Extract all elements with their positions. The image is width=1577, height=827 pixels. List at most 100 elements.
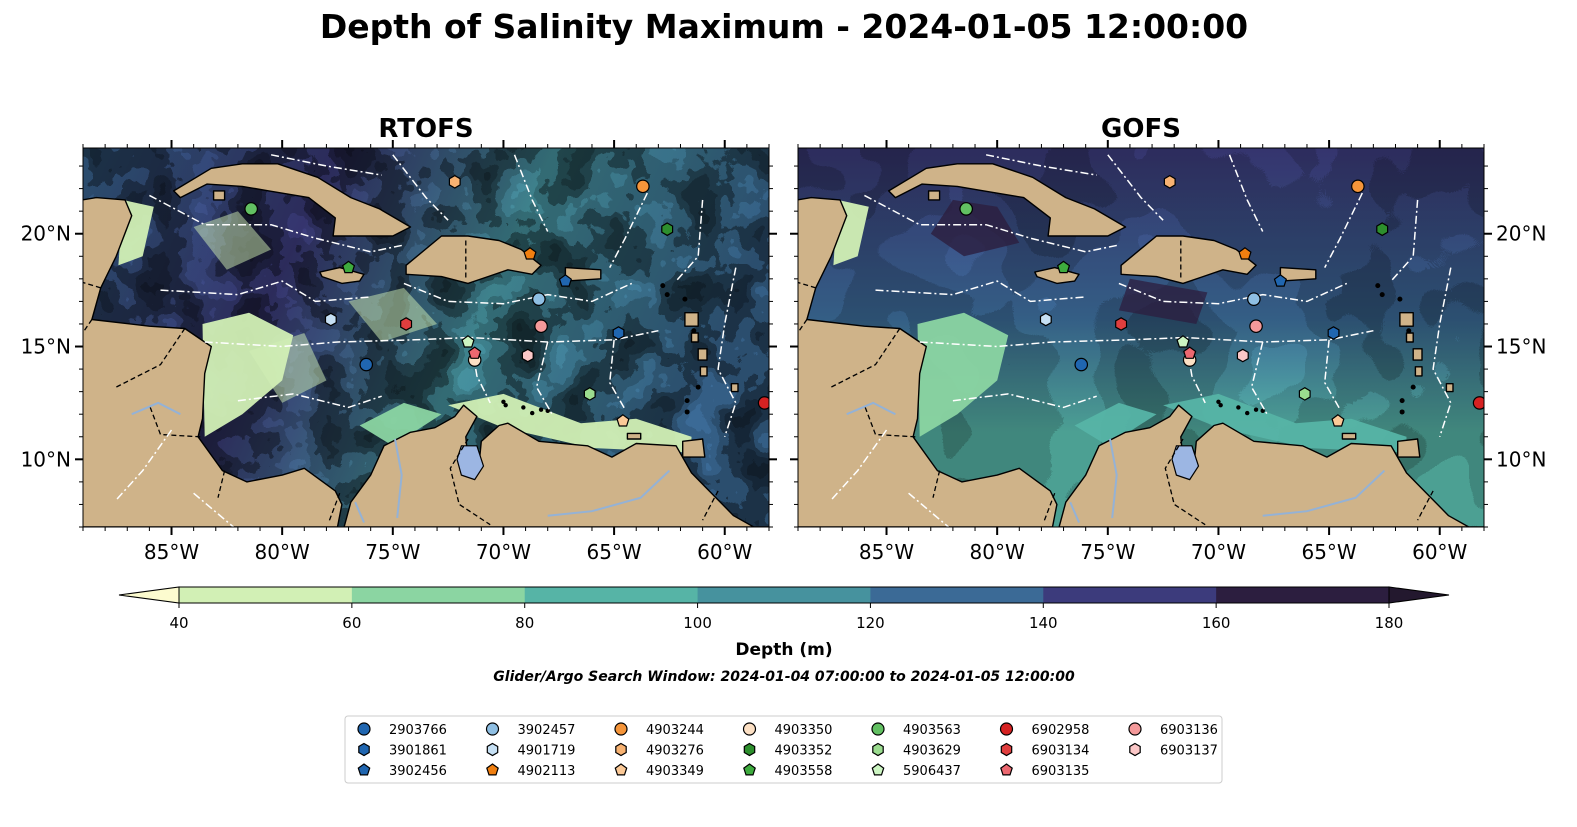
float-4903352-marker [1376, 222, 1389, 237]
float-4903276-marker [1163, 174, 1176, 189]
land-stlucia [699, 366, 708, 377]
island-dot [1245, 410, 1250, 416]
land-dominica [690, 332, 699, 343]
legend-label: 4903352 [775, 744, 833, 759]
legend-marker-4903629 [872, 742, 884, 757]
legend-label: 4903558 [775, 764, 833, 779]
river [547, 469, 671, 517]
eez-boundary [1323, 339, 1341, 411]
country-border [449, 438, 491, 526]
island-dot [684, 409, 690, 415]
land-isle [212, 190, 226, 201]
island-dot [1375, 283, 1381, 289]
lat-tick-label: 20°N [21, 222, 71, 246]
country-border [863, 404, 916, 438]
float-5906437-marker [1176, 335, 1190, 348]
float-3902456-marker [1273, 274, 1288, 287]
deep-basin [1118, 278, 1208, 324]
lon-tick-label: 80°W [255, 540, 310, 564]
eez-boundary [1250, 341, 1268, 415]
legend-label: 2903766 [389, 723, 447, 738]
float-6903135-marker [1183, 346, 1197, 359]
legend-label: 6902958 [1032, 723, 1090, 738]
island-dot [1216, 399, 1221, 404]
river [394, 438, 403, 519]
deep-basin [930, 199, 1020, 257]
land-southam [343, 404, 769, 527]
legend-marker-4903352 [743, 742, 756, 757]
legend-label: 4903349 [646, 764, 704, 779]
legend-label: 4903350 [775, 723, 833, 738]
legend-marker-4903563 [871, 722, 885, 736]
island-dot [660, 283, 666, 289]
float-4903563-marker [959, 202, 973, 216]
river [1069, 501, 1080, 523]
legend-label: 6903136 [1160, 723, 1218, 738]
legend-label: 6903137 [1160, 744, 1218, 759]
legend-label: 4903244 [646, 723, 704, 738]
land-cuba [172, 163, 412, 237]
search-window-text: Glider/Argo Search Window: 2024-01-04 07… [493, 669, 1075, 685]
float-2903766-marker [359, 357, 374, 372]
lat-tick-label: 15°N [1496, 335, 1546, 359]
island-dot [503, 402, 508, 408]
map-panel-rtofs: RTOFS 85°W 80°W 75°W 70°W 65°W 60°W 10°N 15°N 20°… [21, 114, 777, 564]
land-barbados [730, 383, 739, 393]
land-guadeloupe [1399, 312, 1414, 327]
colorbar-segment [524, 587, 699, 603]
island-dot [682, 296, 688, 302]
map-panel-gofs: GOFS 85°W 80°W 75°W 70°W 65°W 60°W 10°N 15°N 20°N [790, 114, 1546, 564]
float-4903563-marker [244, 202, 258, 216]
legend-label: 4901719 [518, 744, 576, 759]
float-5906437-marker [461, 335, 475, 348]
eez-boundary [1107, 154, 1164, 221]
shelf-region [1074, 402, 1157, 446]
eez-boundary [513, 154, 549, 232]
eez-boundary [149, 194, 405, 253]
land-guadeloupe [684, 312, 699, 327]
lon-tick-label: 65°W [586, 540, 641, 564]
lon-tick-label: 85°W [144, 540, 199, 564]
eez-boundary [115, 429, 173, 501]
float-3902456-marker [558, 274, 573, 287]
land-southam [1058, 404, 1484, 527]
lon-tick-label: 70°W [476, 540, 531, 564]
float-legend: 2903766 3901861 3902456 3902457 4901719 49021… [344, 715, 1223, 784]
float-6903136-marker [534, 319, 548, 334]
float-4902113-marker [523, 247, 537, 260]
island-dot [1260, 408, 1265, 414]
legend-label: 6903135 [1032, 764, 1090, 779]
eez-boundary [952, 393, 1097, 409]
legend-label: 4903563 [903, 723, 961, 738]
river [1109, 438, 1118, 519]
colorbar-tick-label: 140 [1029, 614, 1058, 632]
land-cuba [888, 163, 1127, 237]
eez-boundary [535, 341, 553, 415]
country-border [115, 328, 186, 388]
lon-tick-label: 60°W [1412, 540, 1467, 564]
colorbar-segment [1043, 587, 1217, 603]
legend-marker-3902456 [357, 763, 371, 776]
eez-boundary [864, 194, 1120, 253]
eez-boundary [392, 154, 449, 221]
country-border [83, 281, 101, 289]
float-6902958-marker [1472, 396, 1484, 410]
legend-marker-6903137 [1129, 742, 1141, 757]
island-dot [1218, 402, 1223, 408]
eez-boundary [919, 329, 1374, 348]
island-dot [1399, 398, 1405, 404]
lon-tick-label: 75°W [1080, 540, 1135, 564]
country-border [798, 281, 816, 289]
eddy-filament [193, 211, 272, 270]
legend-marker-6902958 [999, 722, 1014, 736]
colorbar-frame [178, 586, 1390, 604]
float-6903137-marker [521, 348, 534, 363]
island-dot [664, 292, 670, 298]
float-4903244-marker [1351, 179, 1365, 194]
figure-title: Depth of Salinity Maximum - 2024-01-05 1… [320, 7, 1248, 46]
island-dot [1406, 328, 1412, 334]
lake-maracaibo [1171, 445, 1200, 481]
float-3901861-marker [612, 326, 625, 340]
eez-boundary [717, 267, 737, 438]
legend-marker-4903349 [614, 763, 628, 776]
